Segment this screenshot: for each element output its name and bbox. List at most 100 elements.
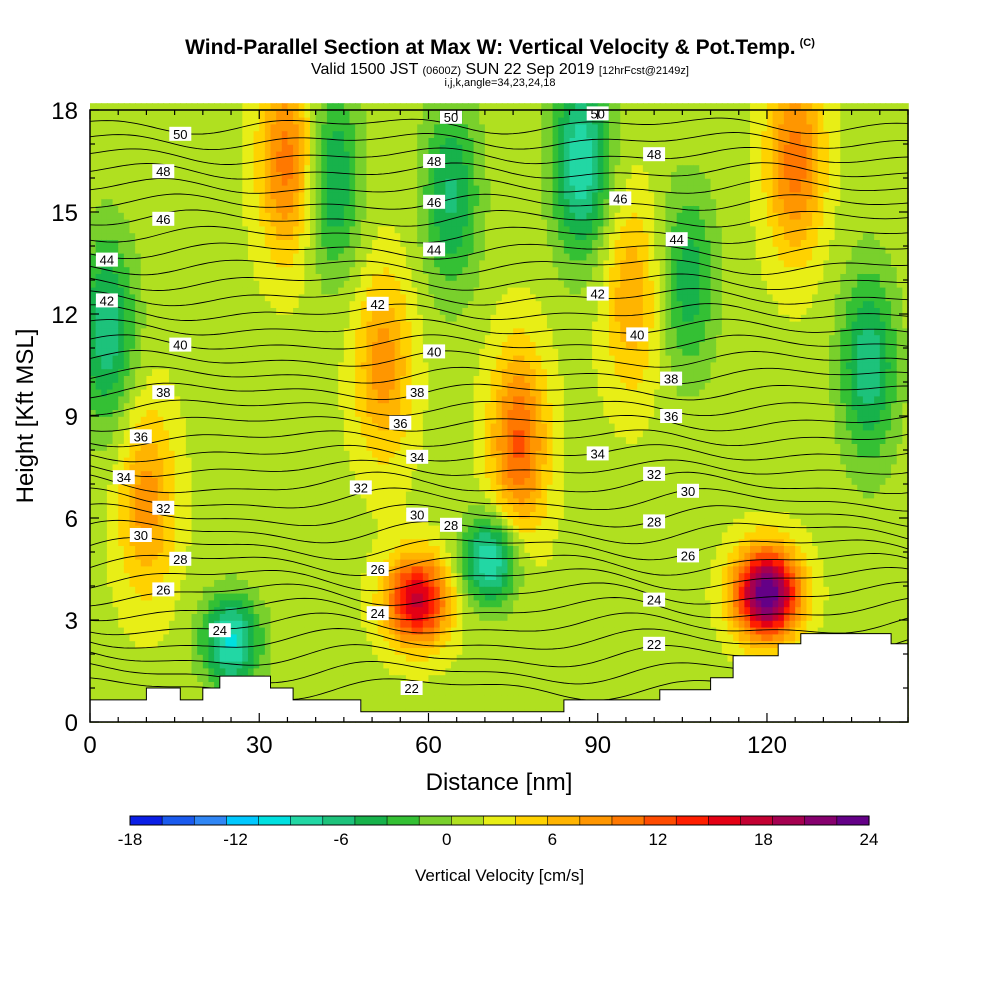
velocity-cell bbox=[123, 586, 131, 594]
velocity-cell bbox=[95, 388, 103, 397]
velocity-cell bbox=[140, 137, 148, 145]
velocity-cell bbox=[287, 409, 294, 417]
velocity-cell bbox=[332, 307, 340, 315]
velocity-cell bbox=[321, 157, 328, 166]
velocity-cell bbox=[247, 178, 255, 186]
velocity-cell bbox=[259, 320, 266, 329]
velocity-cell bbox=[394, 552, 402, 560]
velocity-cell bbox=[383, 137, 390, 145]
velocity-cell bbox=[388, 157, 396, 166]
velocity-cell bbox=[135, 184, 142, 193]
velocity-cell bbox=[372, 348, 379, 356]
velocity-cell bbox=[208, 232, 215, 240]
velocity-cell bbox=[304, 178, 311, 186]
velocity-cell bbox=[264, 348, 272, 356]
velocity-cell bbox=[225, 252, 232, 261]
velocity-cell bbox=[112, 654, 120, 662]
velocity-cell bbox=[332, 382, 340, 390]
velocity-cell bbox=[197, 660, 204, 669]
velocity-cell bbox=[360, 334, 368, 342]
velocity-cell bbox=[174, 484, 182, 492]
velocity-cell bbox=[349, 450, 356, 458]
velocity-cell bbox=[366, 144, 373, 152]
velocity-cell bbox=[174, 660, 182, 669]
velocity-cell bbox=[343, 443, 351, 451]
velocity-cell bbox=[338, 123, 345, 132]
velocity-cell bbox=[185, 572, 193, 580]
velocity-cell bbox=[123, 450, 131, 458]
velocity-cell bbox=[394, 531, 402, 540]
velocity-cell bbox=[270, 660, 277, 669]
velocity-cell bbox=[225, 171, 232, 179]
velocity-cell bbox=[236, 606, 244, 614]
velocity-cell bbox=[315, 579, 323, 587]
velocity-cell bbox=[106, 586, 114, 594]
velocity-cell bbox=[388, 239, 396, 247]
velocity-cell bbox=[287, 654, 294, 662]
velocity-cell bbox=[168, 191, 176, 200]
velocity-cell bbox=[191, 246, 198, 254]
velocity-cell bbox=[202, 150, 210, 159]
velocity-cell bbox=[225, 368, 232, 376]
velocity-cell bbox=[214, 191, 221, 200]
velocity-cell bbox=[236, 341, 244, 349]
velocity-cell bbox=[202, 212, 210, 220]
velocity-cell bbox=[377, 116, 385, 125]
velocity-cell bbox=[343, 545, 351, 553]
velocity-cell bbox=[214, 178, 221, 186]
velocity-cell bbox=[112, 674, 120, 682]
velocity-cell bbox=[394, 259, 402, 268]
velocity-cell bbox=[247, 586, 255, 594]
velocity-cell bbox=[259, 422, 266, 431]
velocity-cell bbox=[259, 218, 266, 227]
velocity-cell bbox=[315, 416, 323, 424]
velocity-cell bbox=[298, 524, 306, 533]
velocity-cell bbox=[152, 545, 159, 553]
velocity-cell bbox=[180, 402, 187, 410]
velocity-cell bbox=[202, 327, 210, 336]
velocity-cell bbox=[219, 184, 227, 193]
velocity-cell bbox=[140, 579, 148, 587]
velocity-cell bbox=[298, 565, 306, 574]
velocity-cell bbox=[163, 361, 170, 370]
velocity-cell bbox=[146, 660, 153, 669]
velocity-cell bbox=[349, 205, 356, 213]
velocity-cell bbox=[338, 626, 345, 635]
velocity-cell bbox=[140, 144, 148, 152]
velocity-cell bbox=[360, 293, 368, 302]
velocity-cell bbox=[112, 334, 120, 342]
velocity-cell bbox=[338, 681, 345, 689]
velocity-cell bbox=[270, 490, 277, 499]
velocity-cell bbox=[259, 395, 266, 404]
velocity-cell bbox=[197, 198, 204, 206]
velocity-cell bbox=[355, 640, 362, 648]
velocity-cell bbox=[315, 314, 323, 322]
velocity-cell bbox=[208, 116, 215, 125]
velocity-cell bbox=[349, 626, 356, 635]
velocity-cell bbox=[225, 654, 232, 662]
velocity-cell bbox=[276, 667, 283, 676]
velocity-cell bbox=[270, 497, 277, 506]
velocity-cell bbox=[123, 552, 131, 560]
velocity-cell bbox=[95, 484, 103, 492]
velocity-cell bbox=[185, 116, 193, 125]
velocity-cell bbox=[106, 375, 114, 383]
velocity-cell bbox=[338, 511, 345, 519]
velocity-cell bbox=[231, 402, 238, 410]
velocity-cell bbox=[168, 626, 176, 635]
velocity-cell bbox=[135, 205, 142, 213]
velocity-cell bbox=[146, 348, 153, 356]
velocity-cell bbox=[388, 375, 396, 383]
velocity-cell bbox=[112, 348, 120, 356]
velocity-cell bbox=[214, 110, 221, 118]
velocity-cell bbox=[281, 123, 289, 132]
velocity-cell bbox=[270, 239, 277, 247]
velocity-cell bbox=[315, 572, 323, 580]
velocity-cell bbox=[129, 232, 136, 240]
velocity-cell bbox=[343, 531, 351, 540]
velocity-cell bbox=[231, 443, 238, 451]
velocity-cell bbox=[231, 565, 238, 574]
velocity-cell bbox=[383, 361, 390, 370]
velocity-cell bbox=[315, 205, 323, 213]
velocity-cell bbox=[118, 463, 125, 472]
